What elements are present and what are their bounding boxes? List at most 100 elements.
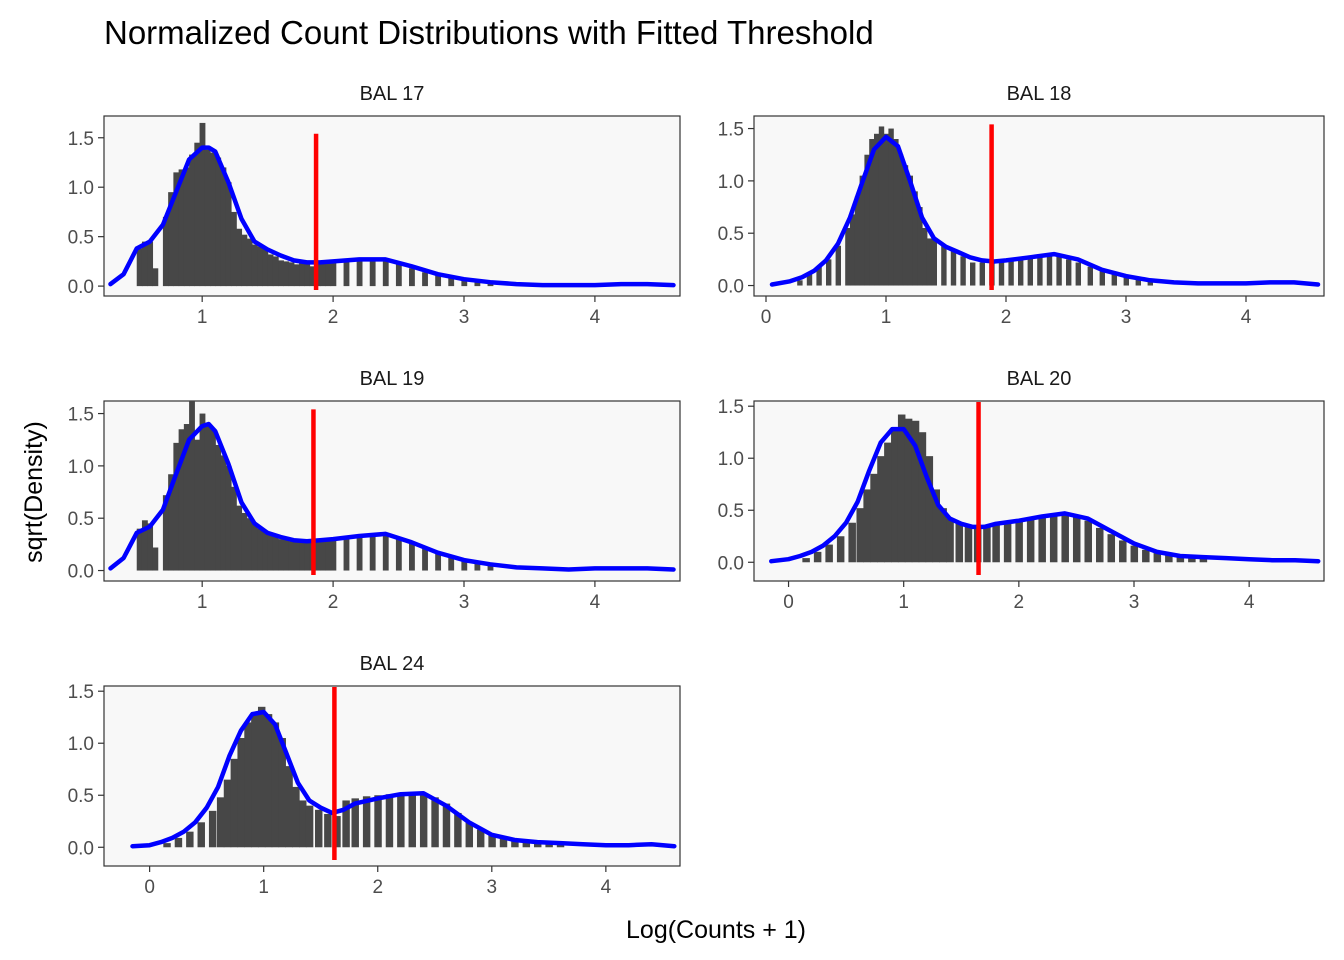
y-tick-label: 1.5 [718, 120, 744, 141]
panel-strip-title: BAL 24 [360, 653, 425, 675]
histogram-bar [1153, 552, 1162, 563]
histogram-bar [1049, 515, 1058, 563]
y-tick-label: 0.0 [68, 838, 94, 859]
y-tick-label: 1.0 [718, 449, 744, 470]
x-tick-label: 4 [1244, 592, 1255, 613]
histogram-bar [941, 245, 947, 286]
histogram-bar [382, 261, 389, 287]
histogram-bar [435, 274, 442, 287]
x-axis-label: Log(Counts + 1) [626, 916, 806, 944]
histogram-bar [813, 551, 822, 563]
histogram-bar [351, 798, 359, 848]
x-tick-label: 0 [761, 307, 772, 328]
histogram-bar [1015, 520, 1023, 563]
histogram-bar [487, 565, 494, 571]
y-tick-label: 1.0 [718, 172, 744, 193]
histogram-bar [320, 539, 326, 571]
y-tick-label: 0.0 [68, 277, 94, 298]
x-tick-label: 4 [1241, 307, 1252, 328]
histogram-bar [893, 139, 899, 286]
histogram-bar [223, 779, 232, 848]
histogram-bar [173, 172, 180, 287]
x-tick-label: 0 [144, 877, 155, 898]
x-tick-label: 4 [590, 592, 601, 613]
panel-bal-19: BAL 19 0.0 0.5 1.0 1.5 1 2 3 4 [68, 368, 681, 613]
histogram-bar [173, 442, 180, 571]
histogram-bar [422, 272, 428, 287]
histogram-bar [197, 822, 205, 848]
histogram-bar [395, 264, 402, 287]
histogram-bar [299, 541, 305, 571]
histogram-bar [374, 795, 382, 848]
histogram-bar [970, 262, 976, 286]
x-tick-label: 4 [601, 877, 612, 898]
histogram-bar [241, 234, 248, 287]
histogram-bar [511, 841, 519, 848]
y-tick-label: 0.5 [68, 786, 94, 807]
histogram-bar [932, 489, 940, 563]
histogram-bar [246, 238, 253, 287]
panel-strip-title: BAL 18 [1007, 83, 1072, 105]
histogram-bar [136, 248, 143, 287]
histogram-bar [1147, 281, 1153, 286]
histogram-bar [926, 238, 933, 286]
y-tick-label: 0.5 [68, 228, 94, 249]
histogram-bar [288, 262, 295, 287]
histogram-bar [230, 486, 237, 571]
x-tick-label: 2 [372, 877, 383, 898]
histogram-bar [225, 182, 232, 287]
histogram-bar [257, 528, 263, 571]
histogram-bar [454, 812, 462, 848]
y-tick-label: 0.0 [68, 562, 94, 583]
histogram-bar [230, 211, 237, 287]
histogram-bar [960, 256, 966, 286]
histogram-bar [1119, 540, 1127, 563]
y-tick-label: 1.0 [68, 457, 94, 478]
y-tick-label: 1.5 [68, 682, 94, 703]
histogram-bar [292, 786, 300, 848]
histogram-bar [325, 538, 332, 571]
histogram-bar [251, 523, 258, 571]
x-tick-label: 3 [487, 877, 498, 898]
histogram-bar [320, 261, 326, 287]
histogram-bar [1165, 554, 1173, 563]
histogram-bar [1003, 522, 1012, 563]
histogram-bar [931, 239, 937, 286]
histogram-bar [845, 227, 851, 286]
histogram-bar [262, 248, 269, 287]
histogram-bar [199, 122, 206, 287]
histogram-bar [1099, 269, 1105, 286]
histogram-bar [194, 439, 201, 571]
histogram-bar [1135, 279, 1141, 286]
histogram-bar [874, 133, 880, 286]
panel-bal-18: BAL 18 0.0 0.5 1.0 1.5 0 1 2 3 4 [718, 83, 1325, 328]
histogram-bar [168, 474, 174, 571]
histogram-bar [343, 260, 350, 287]
histogram-bar [409, 542, 415, 571]
histogram-bar [362, 796, 371, 848]
panel-bal-17: BAL 17 0.0 0.5 1.0 1.5 1 2 3 4 [68, 83, 681, 328]
histogram-bar [305, 805, 314, 848]
density-line [769, 426, 1321, 564]
histogram-bar [283, 261, 290, 287]
density-line [769, 134, 1321, 287]
histogram-bar [1026, 518, 1035, 563]
histogram-bar [285, 766, 293, 848]
histogram-bar [816, 266, 822, 286]
histogram-bar [918, 432, 927, 563]
histogram-bar [835, 245, 841, 286]
histogram-bar [315, 809, 323, 848]
histogram-bar [465, 822, 474, 848]
histogram-bar [983, 524, 991, 563]
histogram-bar [431, 797, 439, 848]
histogram-bar [272, 256, 279, 287]
histogram-bar [183, 424, 190, 571]
x-tick-label: 1 [258, 877, 269, 898]
x-tick-label: 3 [459, 592, 470, 613]
histogram-bar [204, 424, 211, 571]
histogram-bar [1075, 262, 1081, 286]
histogram-bar [850, 214, 856, 286]
histogram-bar [499, 837, 508, 848]
histogram-bar [236, 505, 243, 571]
histogram-bar [210, 152, 216, 287]
